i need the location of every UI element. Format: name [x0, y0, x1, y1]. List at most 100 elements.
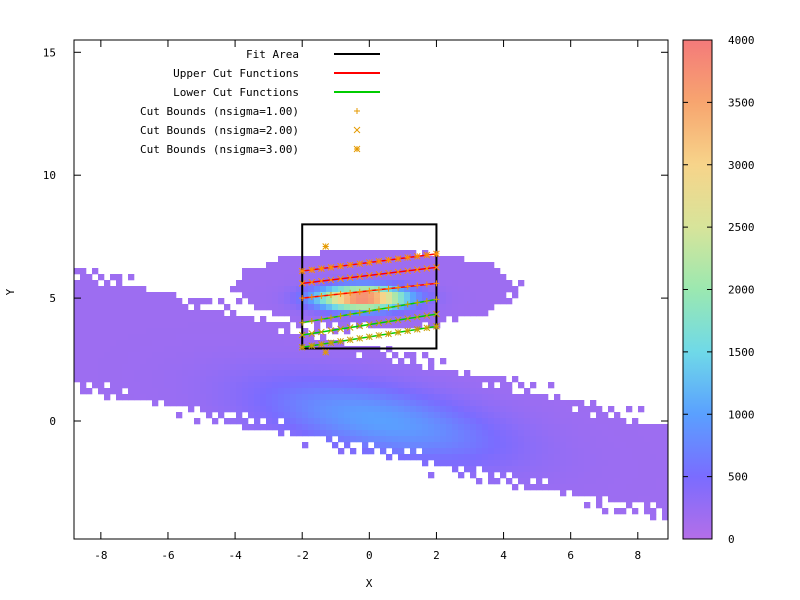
- heatmap-cell: [500, 394, 507, 401]
- heatmap-cell: [110, 298, 117, 305]
- heatmap-cell: [434, 418, 441, 425]
- heatmap-cell: [530, 430, 537, 437]
- heatmap-cell: [200, 334, 207, 341]
- heatmap-cell: [338, 250, 345, 257]
- heatmap-cell: [248, 388, 255, 395]
- heatmap-cell: [530, 472, 537, 479]
- heatmap-cell: [554, 436, 561, 443]
- heatmap-cell: [416, 322, 423, 329]
- heatmap-cell: [140, 352, 147, 359]
- heatmap-cell: [452, 370, 459, 377]
- heatmap-cell: [644, 454, 651, 461]
- heatmap-cell: [254, 274, 261, 281]
- cut-bound-marker: [413, 266, 421, 274]
- heatmap-cell: [92, 352, 99, 359]
- heatmap-cell: [626, 472, 633, 479]
- heatmap-cell: [200, 370, 207, 377]
- heatmap-cell: [344, 406, 351, 413]
- heatmap-cell: [278, 382, 285, 389]
- heatmap-cell: [578, 424, 585, 431]
- heatmap-cell: [146, 322, 153, 329]
- heatmap-cell: [440, 436, 447, 443]
- heatmap-cell: [152, 352, 159, 359]
- heatmap-cell: [356, 406, 363, 413]
- heatmap-cell: [134, 382, 141, 389]
- heatmap-cell: [206, 334, 213, 341]
- heatmap-cell: [452, 292, 459, 299]
- heatmap-cell: [392, 316, 399, 323]
- heatmap-cell: [350, 436, 357, 443]
- heatmap-cell: [266, 292, 273, 299]
- heatmap-cell: [356, 412, 363, 419]
- legend-label: Upper Cut Functions: [173, 67, 299, 80]
- heatmap-cell: [608, 430, 615, 437]
- heatmap-cell: [194, 352, 201, 359]
- heatmap-cell: [404, 280, 411, 287]
- heatmap-cell: [398, 298, 405, 305]
- heatmap-cell: [332, 442, 339, 449]
- heatmap-cell: [218, 382, 225, 389]
- heatmap-cell: [578, 484, 585, 491]
- heatmap-cell: [338, 304, 345, 311]
- heatmap-cell: [266, 304, 273, 311]
- heatmap-cell: [266, 346, 273, 353]
- heatmap-cell: [272, 310, 279, 317]
- heatmap-cell: [260, 304, 267, 311]
- heatmap-cell: [560, 430, 567, 437]
- heatmap-cell: [572, 460, 579, 467]
- heatmap-cell: [116, 340, 123, 347]
- heatmap-cell: [98, 304, 105, 311]
- heatmap-cell: [392, 424, 399, 431]
- cut-bound-marker: [413, 313, 421, 321]
- heatmap-cell: [140, 340, 147, 347]
- colorbar-tick-label: 3500: [728, 96, 755, 109]
- heatmap-cell: [86, 322, 93, 329]
- cut-bound-marker: [394, 316, 402, 324]
- heatmap-cell: [278, 280, 285, 287]
- heatmap-cell: [260, 340, 267, 347]
- heatmap-cell: [548, 430, 555, 437]
- heatmap-cell: [80, 310, 87, 317]
- heatmap-cell: [386, 358, 393, 365]
- heatmap-cell: [158, 316, 165, 323]
- heatmap-cell: [284, 292, 291, 299]
- heatmap-cell: [344, 382, 351, 389]
- heatmap-cell: [440, 286, 447, 293]
- heatmap-cell: [308, 412, 315, 419]
- heatmap-cell: [458, 286, 465, 293]
- heatmap-cell: [206, 412, 213, 419]
- heatmap-cell: [140, 328, 147, 335]
- heatmap-cell: [470, 304, 477, 311]
- heatmap-cell: [296, 334, 303, 341]
- heatmap-cell: [356, 256, 363, 263]
- heatmap-cell: [218, 364, 225, 371]
- heatmap-cell: [644, 442, 651, 449]
- heatmap-cell: [110, 292, 117, 299]
- heatmap-cell: [296, 340, 303, 347]
- heatmap-cell: [134, 322, 141, 329]
- heatmap-cell: [164, 400, 171, 407]
- heatmap-cell: [224, 304, 231, 311]
- heatmap-cell: [362, 304, 369, 311]
- heatmap-cell: [236, 394, 243, 401]
- heatmap-cell: [278, 430, 285, 437]
- heatmap-cell: [482, 448, 489, 455]
- heatmap-cell: [182, 310, 189, 317]
- heatmap-cell: [320, 358, 327, 365]
- heatmap-cell: [284, 322, 291, 329]
- heatmap-cell: [284, 262, 291, 269]
- heatmap-cell: [536, 430, 543, 437]
- heatmap-cell: [332, 364, 339, 371]
- heatmap-cell: [362, 268, 369, 275]
- heatmap-cell: [236, 322, 243, 329]
- heatmap-cell: [290, 358, 297, 365]
- heatmap-cell: [104, 352, 111, 359]
- heatmap-cell: [446, 460, 453, 467]
- heatmap-cell: [170, 304, 177, 311]
- cut-bound-marker-stroke: [337, 275, 344, 283]
- heatmap-cell: [488, 472, 495, 479]
- heatmap-cell: [488, 286, 495, 293]
- heatmap-cell: [164, 346, 171, 353]
- heatmap-cell: [278, 424, 285, 431]
- heatmap-cell: [206, 388, 213, 395]
